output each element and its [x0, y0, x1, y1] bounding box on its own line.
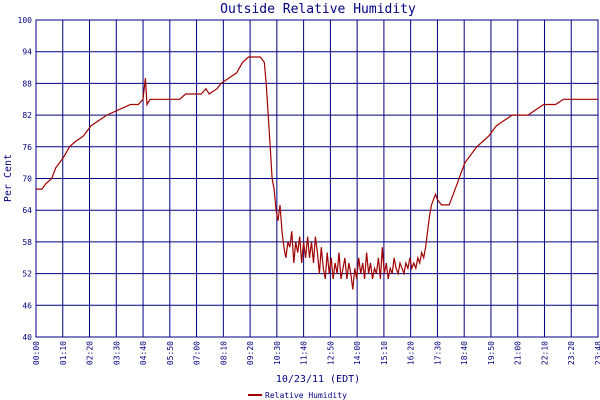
- y-tick-label: 40: [22, 333, 32, 342]
- x-tick-label: 17:30: [433, 341, 442, 365]
- y-tick-labels: 40 46 52 58 64 70 76 82 88 94 100: [18, 16, 33, 342]
- x-tick-label: 16:20: [407, 341, 416, 365]
- x-tick-labels: 00:00 01:10 02:20 03:30 04:40 05:50 07:00 08:10…: [32, 341, 600, 365]
- x-tick-label: 15:10: [380, 341, 389, 365]
- x-tick-label: 04:40: [139, 341, 148, 365]
- x-tick-label: 07:00: [193, 341, 202, 365]
- y-tick-label: 52: [22, 270, 32, 279]
- y-tick-label: 70: [22, 175, 32, 184]
- x-tick-label: 11:40: [300, 341, 309, 365]
- y-tick-label: 64: [22, 206, 32, 215]
- y-tick-label: 100: [18, 16, 33, 25]
- x-tick-label: 01:10: [59, 341, 68, 365]
- x-tick-label: 21:00: [514, 341, 523, 365]
- series-line-relative-humidity: [36, 56, 598, 290]
- x-tick-label: 23:48: [594, 341, 600, 365]
- y-tick-label: 94: [22, 48, 32, 57]
- x-tick-label: 09:20: [246, 341, 255, 365]
- y-tick-label: 46: [22, 301, 32, 310]
- y-tick-label: 76: [22, 143, 32, 152]
- x-tick-label: 05:50: [166, 341, 175, 365]
- y-axis-label: Per Cent: [3, 154, 14, 202]
- grid-lines: [35, 19, 599, 338]
- x-tick-label: 10:30: [273, 341, 282, 365]
- x-tick-label: 14:00: [353, 341, 362, 365]
- x-tick-label: 23:20: [567, 341, 576, 365]
- chart-title: Outside Relative Humidity: [220, 2, 416, 17]
- x-tick-label: 03:30: [112, 341, 121, 365]
- y-tick-label: 88: [22, 79, 32, 88]
- legend-label: Relative Humidity: [265, 391, 347, 400]
- plot-frame: [35, 19, 599, 338]
- x-axis-label: 10/23/11 (EDT): [276, 374, 360, 385]
- y-tick-label: 58: [22, 238, 32, 247]
- x-tick-label: 19:50: [487, 341, 496, 365]
- x-tick-label: 08:10: [219, 341, 228, 365]
- x-tick-label: 00:00: [32, 341, 41, 365]
- x-tick-label: 02:20: [86, 341, 95, 365]
- x-tick-label: 12:50: [326, 341, 335, 365]
- y-tick-label: 82: [22, 111, 32, 120]
- x-tick-label: 22:10: [540, 341, 549, 365]
- x-tick-label: 18:40: [460, 341, 469, 365]
